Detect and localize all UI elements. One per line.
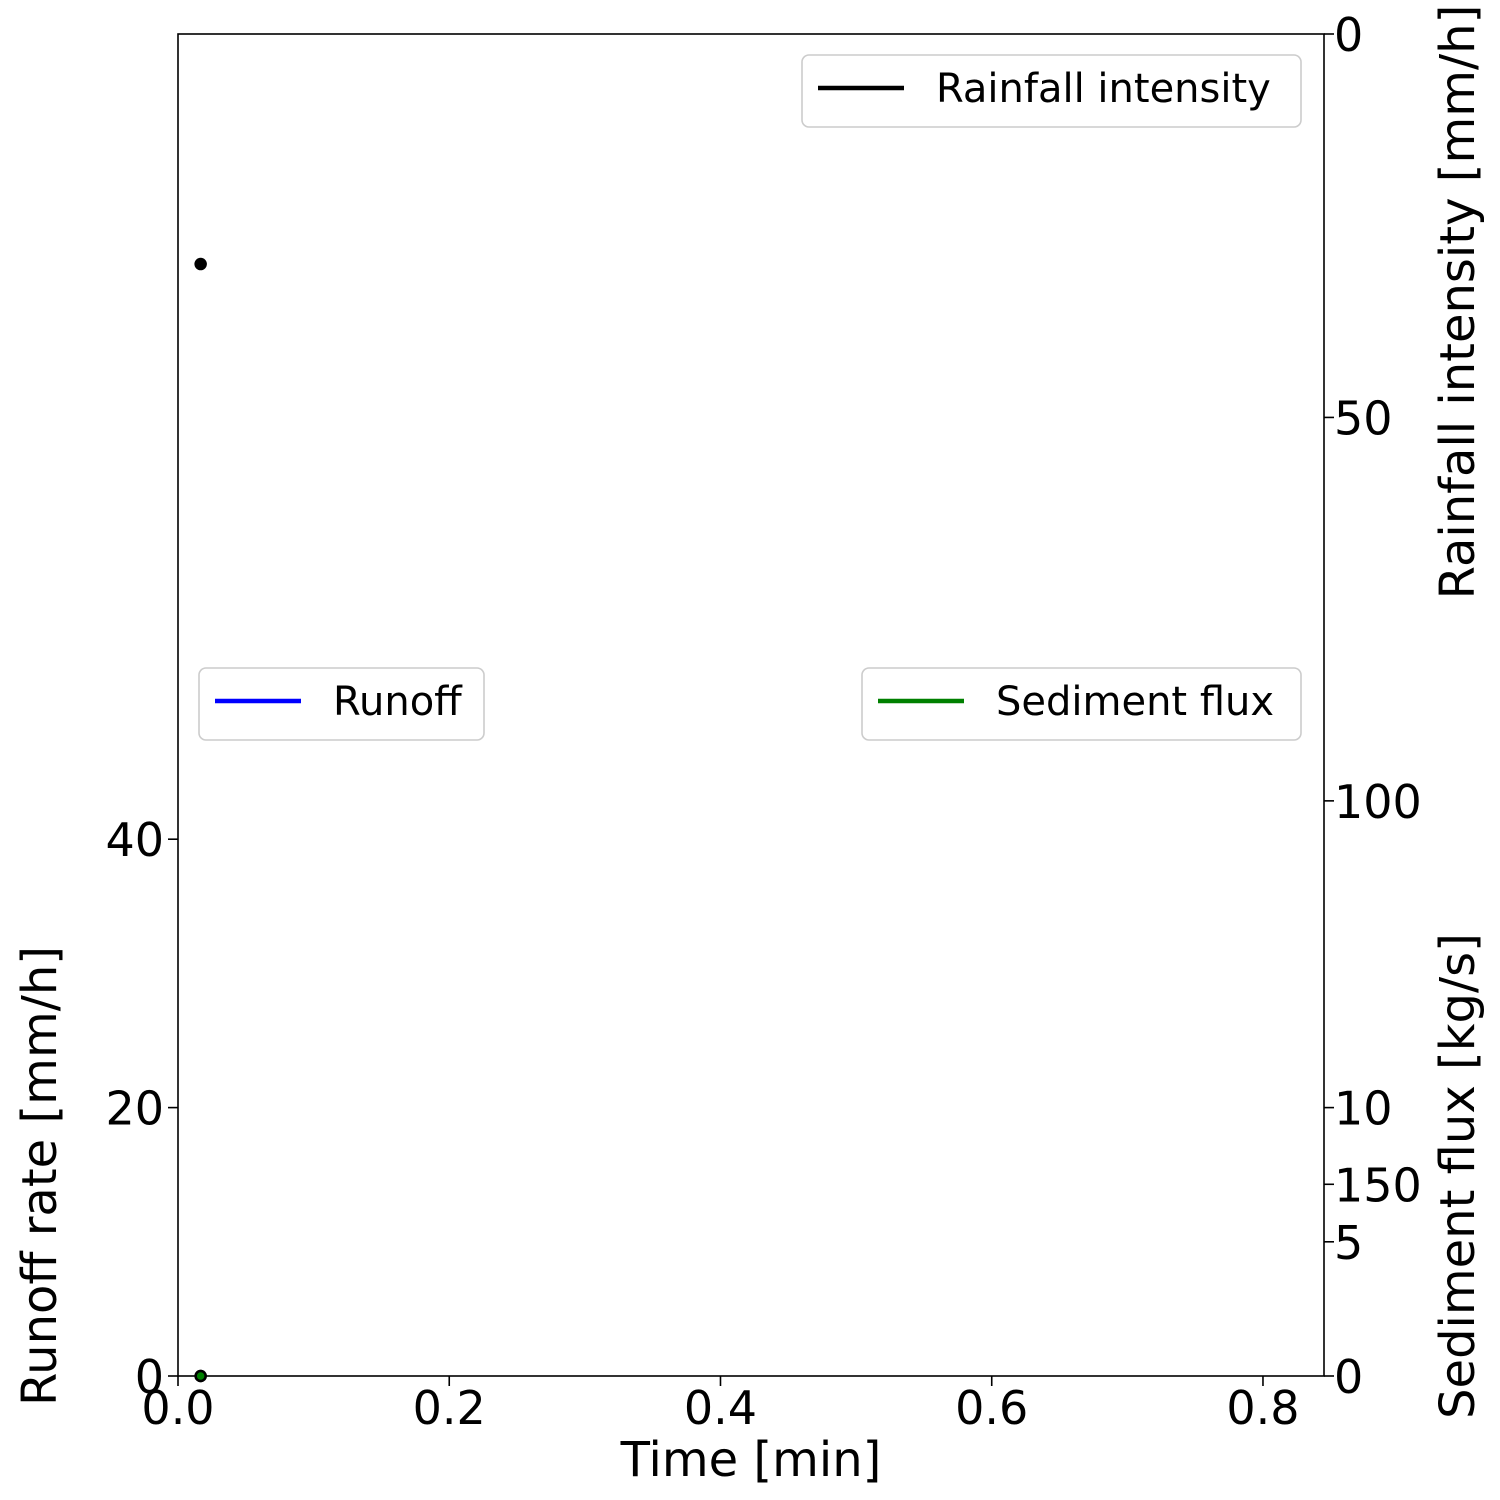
legend-label: Sediment flux: [996, 679, 1274, 725]
x-tick-label: 0.2: [413, 1381, 486, 1435]
runoff-tick-label: 20: [105, 1082, 164, 1136]
data-marks: [194, 257, 207, 1383]
rainfall-tick-label: 0: [1334, 8, 1363, 62]
legend-runoff: Runoff: [198, 667, 485, 741]
sediment-axis-label: Sediment flux [kg/s]: [1430, 933, 1486, 1419]
sediment-tick-label: 0: [1334, 1350, 1363, 1404]
sediment-tick-label: 5: [1334, 1216, 1363, 1270]
x-axis-label: Time [min]: [620, 1432, 882, 1488]
runoff-tick-label: 0: [135, 1350, 164, 1404]
right-axes: 0 50 100 150 0 5 10: [1324, 8, 1422, 1404]
x-tick-label: 0.6: [955, 1381, 1028, 1435]
rainfall-tick-label: 150: [1334, 1158, 1422, 1212]
legend-rainfall-intensity: Rainfall intensity: [801, 54, 1302, 128]
legend-label: Runoff: [333, 679, 463, 725]
runoff-axis-label: Runoff rate [mm/h]: [12, 946, 68, 1406]
x-tick-label: 0.0: [141, 1381, 214, 1435]
legends: Rainfall intensity Runoff Sediment flux: [198, 54, 1302, 741]
legend-box: [198, 667, 485, 741]
rainfall-tick-label: 100: [1334, 775, 1422, 829]
x-tick-label: 0.8: [1226, 1381, 1299, 1435]
legend-box: [861, 667, 1302, 741]
sediment-tick-label: 10: [1334, 1082, 1393, 1136]
rainfall-tick-label: 50: [1334, 391, 1393, 445]
runoff-tick-label: 40: [105, 813, 164, 867]
x-axis: 0.0 0.2 0.4 0.6 0.8: [141, 1376, 1300, 1435]
rainfall-axis-label: Rainfall intensity [mm/h]: [1430, 5, 1486, 600]
sediment-flux-point: [194, 1369, 207, 1383]
x-tick-label: 0.4: [684, 1381, 757, 1435]
rainfall-intensity-point: [194, 257, 207, 271]
legend-label: Rainfall intensity: [936, 66, 1271, 112]
legend-box: [801, 54, 1302, 128]
runoff-axis: 0 20 40: [105, 813, 178, 1404]
legend-sediment-flux: Sediment flux: [861, 667, 1302, 741]
